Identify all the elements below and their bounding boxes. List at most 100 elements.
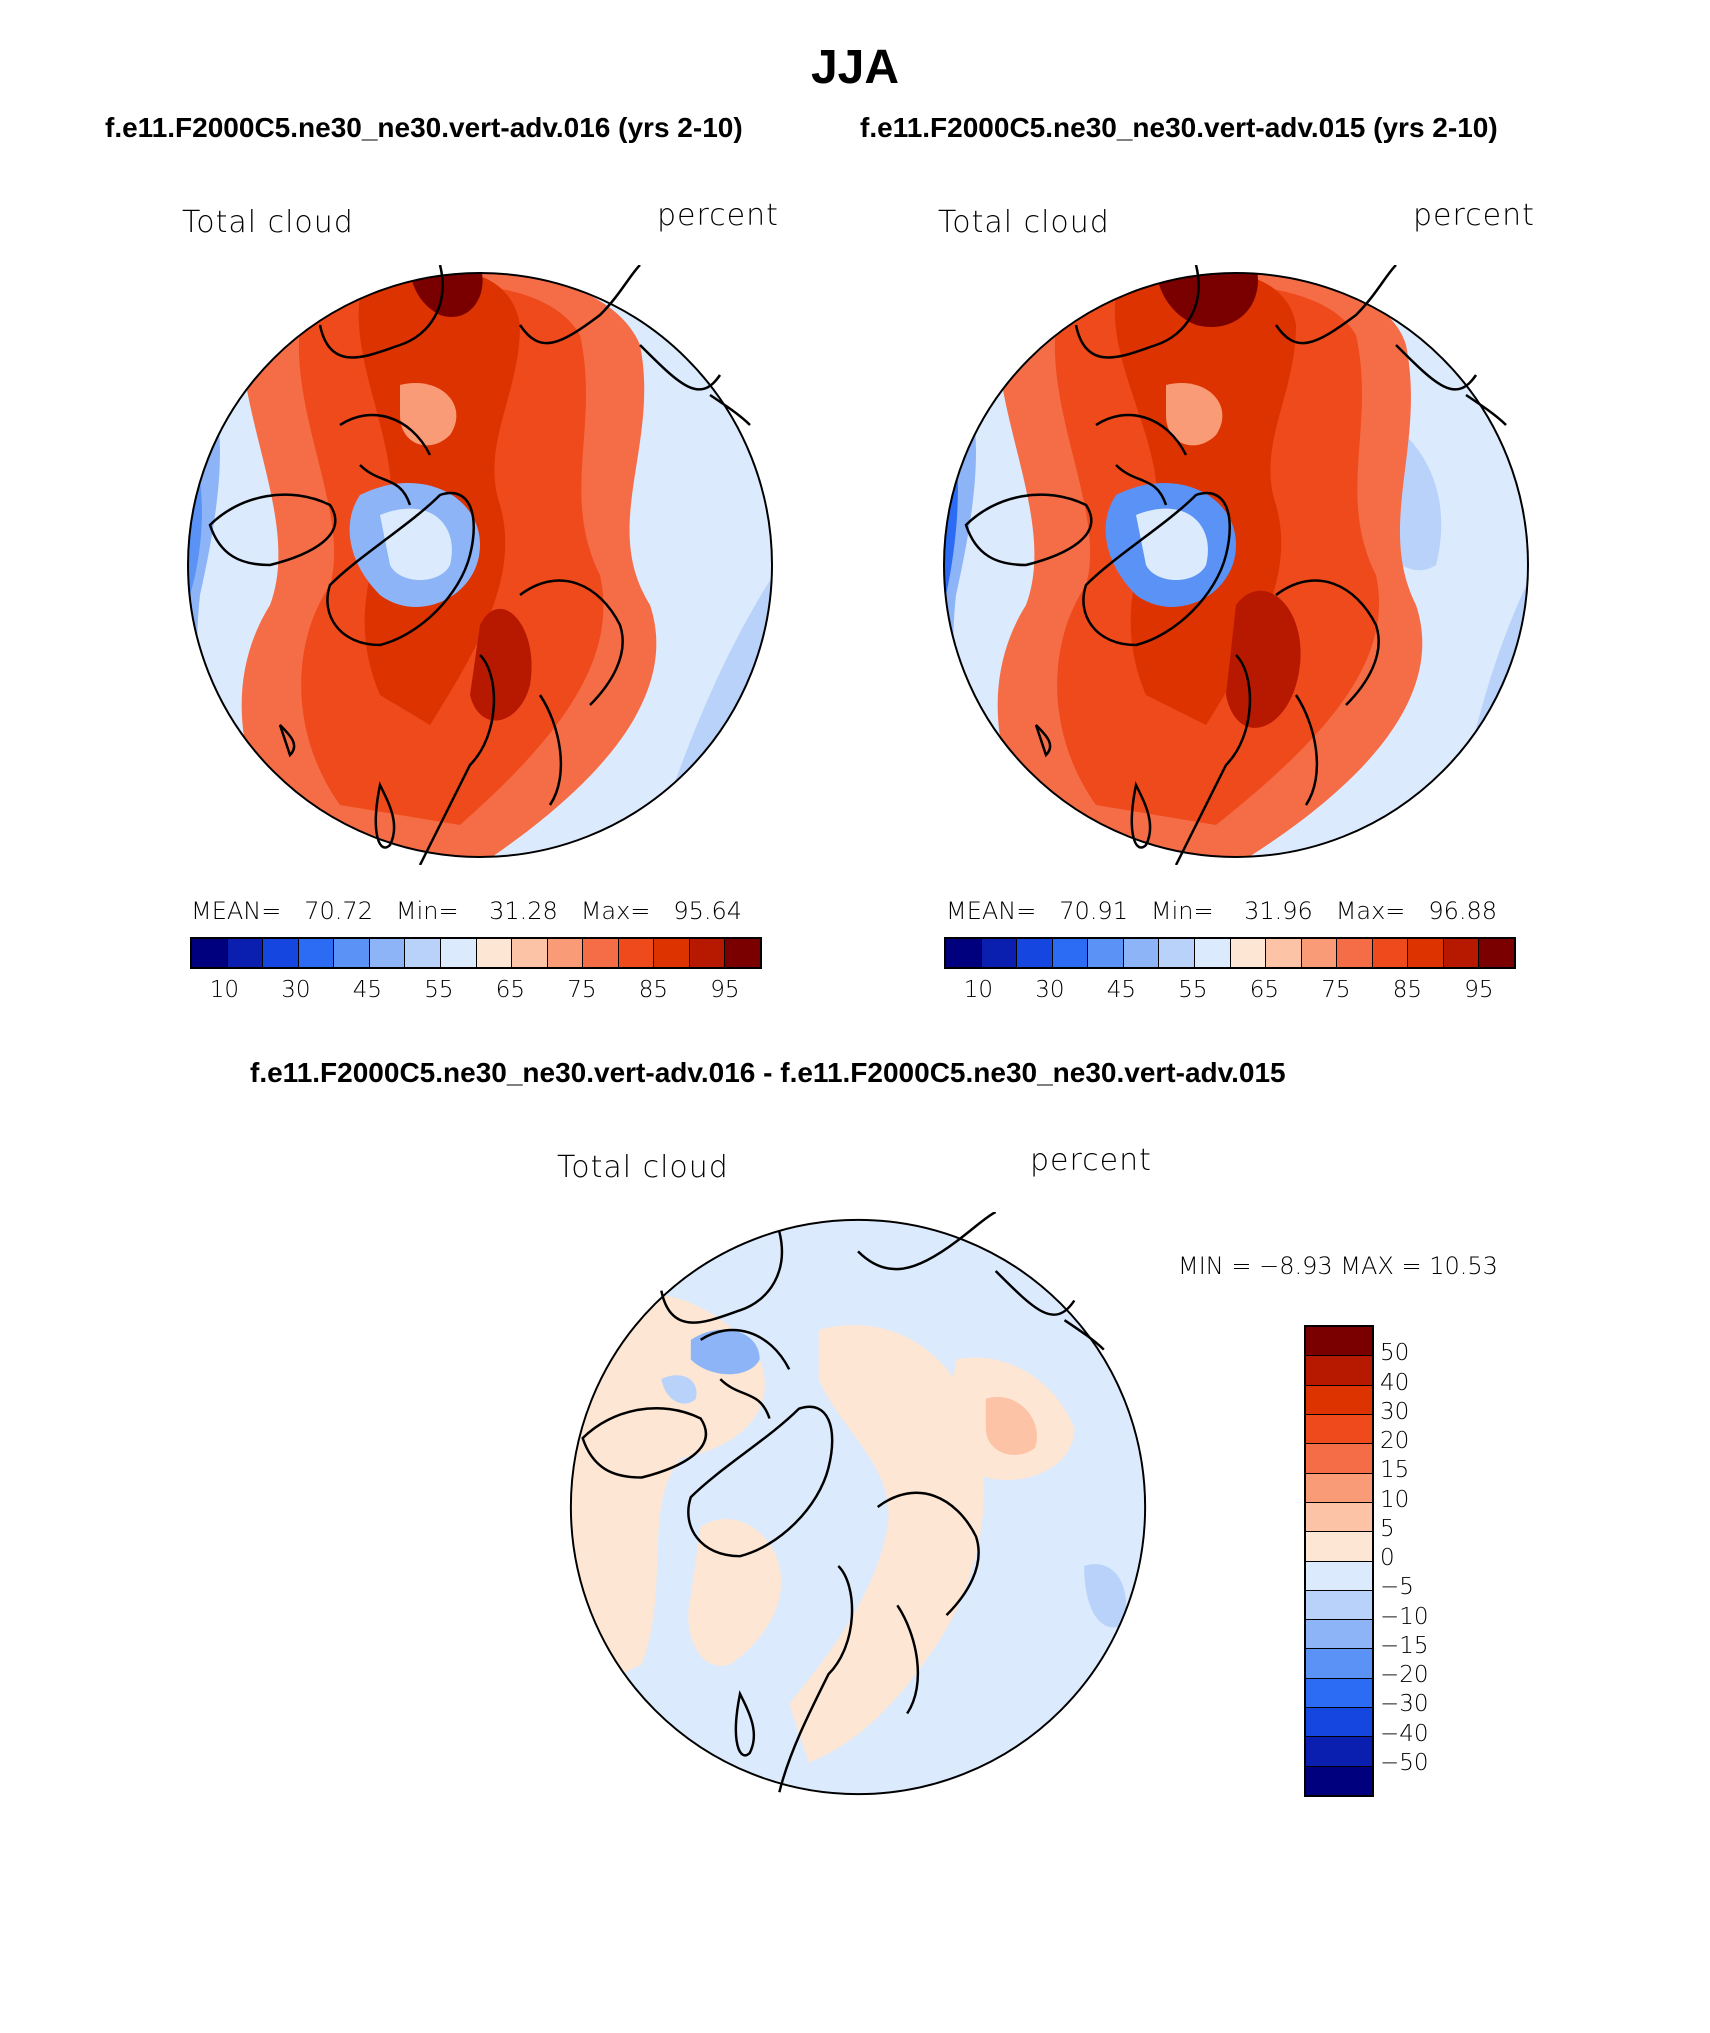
diff-colorbar-segment xyxy=(1306,1766,1372,1795)
diff-colorbar-tick-label: −10 xyxy=(1380,1603,1429,1630)
panel-2-colorbar-tick-label: 95 xyxy=(1464,977,1494,1003)
diff-colorbar-segment xyxy=(1306,1649,1372,1679)
panel-2-colorbar-segment xyxy=(1123,939,1160,967)
diff-colorbar-tick-label: −30 xyxy=(1380,1691,1429,1718)
diff-colorbar-tick-label: −15 xyxy=(1380,1632,1429,1659)
panel-2-mean-value: 70.91 xyxy=(1059,897,1128,925)
diff-colorbar-tick-label: 10 xyxy=(1380,1486,1410,1513)
panel-1-colorbar-segment xyxy=(476,939,513,967)
panel-1-colorbar-tick-label: 75 xyxy=(567,977,597,1003)
diff-colorbar-segment xyxy=(1306,1590,1372,1621)
panel-2-units-label: percent xyxy=(1413,198,1535,233)
panel-1-units-label: percent xyxy=(657,198,779,233)
panel-1-colorbar-tick-label: 10 xyxy=(209,977,240,1003)
panel-2-colorbar-segment xyxy=(1088,939,1124,967)
diff-colorbar-tick-label: −5 xyxy=(1380,1574,1414,1601)
diff-variable-label: Total cloud xyxy=(557,1150,729,1185)
diff-colorbar-segment xyxy=(1306,1385,1372,1415)
panel-2-colorbar-segment xyxy=(1372,939,1409,967)
diff-polar-map xyxy=(569,1212,1147,1796)
panel-2-colorbar-ticks: 10 30 45 55 65 75 85 95 xyxy=(944,977,1516,1007)
panel-2-subtitle: f.e11.F2000C5.ne30_ne30.vert-adv.015 (yr… xyxy=(860,112,1498,143)
diff-colorbar xyxy=(1304,1325,1374,1797)
diff-colorbar-segment xyxy=(1306,1414,1372,1445)
diff-colorbar-tick-label: 40 xyxy=(1380,1369,1410,1396)
panel-1-colorbar-segment xyxy=(689,939,726,967)
panel-2-colorbar-tick-label: 65 xyxy=(1249,977,1280,1003)
panel-2-colorbar-segment xyxy=(1301,939,1338,967)
panel-1-colorbar-segment xyxy=(369,939,406,967)
panel-1-colorbar-segment xyxy=(440,939,477,967)
panel-1-polar-map xyxy=(187,265,773,865)
diff-colorbar-segment xyxy=(1306,1327,1372,1357)
diff-colorbar-segment xyxy=(1306,1737,1372,1767)
panel-2-colorbar-segment xyxy=(1052,939,1089,967)
diff-colorbar-tick-label: 20 xyxy=(1380,1428,1410,1454)
diff-colorbar-tick-label: −40 xyxy=(1380,1720,1429,1747)
panel-1-colorbar-tick-label: 85 xyxy=(638,977,669,1003)
panel-2-polar-map xyxy=(943,265,1529,865)
panel-2-variable-label: Total cloud xyxy=(938,205,1110,240)
panel-1-colorbar xyxy=(190,937,762,969)
panel-1-colorbar-segment xyxy=(583,939,619,967)
panel-2-colorbar-segment xyxy=(1230,939,1267,967)
panel-2-min-value: 31.96 xyxy=(1244,897,1313,925)
panel-2-min-label: Min= xyxy=(1150,897,1214,925)
diff-colorbar-segment xyxy=(1306,1678,1372,1709)
panel-1-colorbar-tick-label: 95 xyxy=(710,977,740,1003)
panel-2-colorbar-tick-label: 55 xyxy=(1178,977,1208,1003)
diff-colorbar-segment xyxy=(1306,1620,1372,1650)
panel-1-colorbar-segment xyxy=(618,939,655,967)
diff-colorbar-tick-label: 50 xyxy=(1380,1340,1410,1367)
panel-1-mean-label: MEAN= xyxy=(191,897,282,925)
diff-colorbar-tick-label: 5 xyxy=(1380,1515,1395,1542)
panel-2-max-label: Max= xyxy=(1335,897,1406,925)
panel-1-variable-label: Total cloud xyxy=(182,205,354,240)
diff-colorbar-segment xyxy=(1306,1561,1372,1591)
diff-colorbar-segment xyxy=(1306,1708,1372,1738)
diff-colorbar-tick-label: 30 xyxy=(1380,1398,1410,1425)
panel-1-colorbar-segment xyxy=(334,939,370,967)
panel-2-stats: MEAN= 70.91 Min= 31.96 Max= 96.88 xyxy=(946,897,1497,925)
diff-subtitle: f.e11.F2000C5.ne30_ne30.vert-adv.016 - f… xyxy=(250,1057,1286,1088)
panel-2-colorbar-segment xyxy=(1479,939,1514,967)
panel-1-min-label: Min= xyxy=(395,897,459,925)
panel-2-max-value: 96.88 xyxy=(1428,897,1498,925)
diff-minmax: MIN = −8.93 MAX = 10.53 xyxy=(1178,1252,1498,1280)
panel-2-colorbar-tick-label: 45 xyxy=(1106,977,1137,1003)
diff-colorbar-tick-label: −20 xyxy=(1380,1662,1429,1688)
panel-1-max-label: Max= xyxy=(580,897,651,925)
panel-2-colorbar-tick-label: 30 xyxy=(1035,977,1065,1003)
panel-1-colorbar-tick-label: 55 xyxy=(424,977,454,1003)
panel-2-colorbar-segment xyxy=(981,939,1018,967)
panel-1-colorbar-tick-label: 30 xyxy=(281,977,311,1003)
panel-1-colorbar-segment xyxy=(227,939,264,967)
panel-2-colorbar-tick-label: 85 xyxy=(1392,977,1423,1003)
panel-1-colorbar-segment xyxy=(654,939,690,967)
panel-1-min-value: 31.28 xyxy=(489,897,558,925)
diff-colorbar-segment xyxy=(1306,1356,1372,1386)
panel-2-colorbar-segment xyxy=(1159,939,1195,967)
panel-1-colorbar-ticks: 10 30 45 55 65 75 85 95 xyxy=(190,977,762,1007)
panel-1-colorbar-segment xyxy=(512,939,548,967)
panel-2-colorbar-segment xyxy=(1194,939,1231,967)
diff-colorbar-ticks: 50 40 30 20 15 10 5 0 −5 −10 −15 −20 −30 −40 −50 xyxy=(1380,1325,1480,1795)
panel-1-colorbar-segment xyxy=(263,939,299,967)
panel-2-colorbar-tick-label: 75 xyxy=(1321,977,1351,1003)
panel-1-max-value: 95.64 xyxy=(673,897,743,925)
diff-colorbar-segment xyxy=(1306,1473,1372,1503)
panel-1-colorbar-segment xyxy=(547,939,584,967)
panel-1-colorbar-segment xyxy=(298,939,335,967)
panel-1-colorbar-tick-label: 45 xyxy=(352,977,383,1003)
panel-2-colorbar-segment xyxy=(946,939,982,967)
page-title: JJA xyxy=(810,41,900,94)
panel-1-colorbar-segment xyxy=(725,939,760,967)
diff-colorbar-segment xyxy=(1306,1532,1372,1562)
panel-2-colorbar-segment xyxy=(1017,939,1053,967)
panel-1-colorbar-segment xyxy=(405,939,441,967)
panel-1-colorbar-segment xyxy=(192,939,228,967)
panel-1-mean-value: 70.72 xyxy=(304,897,373,925)
diff-colorbar-segment xyxy=(1306,1502,1372,1533)
diff-colorbar-tick-label: 0 xyxy=(1380,1545,1395,1571)
panel-2-colorbar xyxy=(944,937,1516,969)
